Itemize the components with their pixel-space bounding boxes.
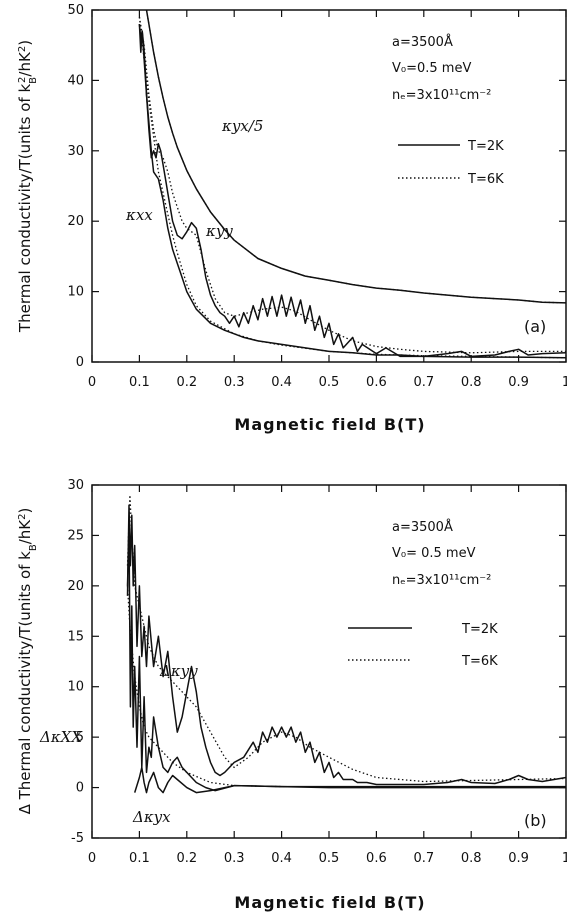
a-ytick-label: 0 xyxy=(76,355,84,370)
panel-b-x-axis-label: Magnetic field B(T) xyxy=(234,893,425,912)
a-series-kyy_2K xyxy=(138,24,567,358)
panel-a-param-lattice: a=3500Å xyxy=(392,34,453,50)
panel-b-param-potential: V₀= 0.5 meV xyxy=(392,546,476,561)
b-series-dkyy_2K xyxy=(126,504,567,786)
b-ytick-label: -5 xyxy=(71,831,84,846)
a-ytick-label: 40 xyxy=(67,73,84,88)
a-ytick-label: 20 xyxy=(67,214,84,229)
panel-b-label-dkyy: Δκyy xyxy=(159,662,198,680)
b-ytick-label: 15 xyxy=(67,629,84,644)
b-xtick-label: 0.4 xyxy=(271,851,292,866)
b-xtick-label: 0.9 xyxy=(508,851,529,866)
b-ytick-label: 20 xyxy=(67,579,84,594)
a-xtick-label: 0.7 xyxy=(413,375,434,390)
a-xtick-label: 0 xyxy=(88,375,96,390)
panel-b-y-axis-label: Δ Thermal conductivity/T(units of kB/hK2… xyxy=(16,508,39,815)
a-series-kyx5 xyxy=(145,9,567,304)
b-series-dkxx_2K xyxy=(126,524,566,792)
panel-a: 0 10 20 30 40 50 0 0.1 0.2 0.3 0.4 0.5 0.6 0.7 0.8 0.9… xyxy=(16,3,567,434)
b-xtick-label: 0.1 xyxy=(129,851,150,866)
panel-b-param-density: nₑ=3x10¹¹cm⁻² xyxy=(392,573,491,588)
a-xtick-label: 0.3 xyxy=(224,375,245,390)
a-xtick-label: 0.8 xyxy=(461,375,482,390)
a-xtick-label: 1 xyxy=(562,375,567,390)
b-ytick-label: 30 xyxy=(67,478,84,493)
a-ytick-label: 50 xyxy=(67,3,84,18)
a-ytick-label: 30 xyxy=(67,144,84,159)
panel-b-tag: (b) xyxy=(524,811,547,830)
b-ytick-label: 10 xyxy=(67,680,84,695)
b-xtick-label: 0.5 xyxy=(319,851,340,866)
a-xtick-label: 0.5 xyxy=(319,375,340,390)
a-xtick-label: 0.9 xyxy=(508,375,529,390)
a-ytick-label: 10 xyxy=(67,285,84,300)
panel-a-x-axis-label: Magnetic field B(T) xyxy=(234,415,425,434)
a-series-kyy_6K xyxy=(138,16,566,354)
a-xtick-label: 0.4 xyxy=(271,375,292,390)
b-xtick-label: 1 xyxy=(562,851,567,866)
panel-a-legend-dotted-label: T=6K xyxy=(467,172,504,187)
b-series-dkxx_6K xyxy=(126,585,566,788)
a-series-kxx_6K xyxy=(138,16,567,359)
panel-a-label-kyy: κyy xyxy=(205,222,233,240)
a-xtick-label: 0.2 xyxy=(176,375,197,390)
b-ytick-label: 0 xyxy=(76,781,84,796)
b-ytick-label: 5 xyxy=(76,730,84,745)
panel-a-legend-solid-label: T=2K xyxy=(467,139,504,154)
panel-a-y-axis-label: Thermal conductivity/T(units of kB2/hK2) xyxy=(16,40,39,333)
panel-a-tag: (a) xyxy=(524,317,546,336)
b-xtick-label: 0.8 xyxy=(461,851,482,866)
a-series-kxx_2K xyxy=(138,24,567,359)
panel-b-legend-solid-label: T=2K xyxy=(461,622,498,637)
panel-b: -5 0 5 10 15 20 25 30 0 0.1 0.2 0.3 0.4 0.5 0.6 0.7 0.8… xyxy=(16,478,567,912)
a-xtick-label: 0.6 xyxy=(366,375,387,390)
panel-a-label-kxx: κxx xyxy=(125,206,153,224)
b-xtick-label: 0.7 xyxy=(413,851,434,866)
b-xtick-label: 0.6 xyxy=(366,851,387,866)
b-xtick-label: 0.2 xyxy=(176,851,197,866)
panel-a-param-potential: V₀=0.5 meV xyxy=(392,61,471,76)
b-xtick-label: 0.3 xyxy=(224,851,245,866)
panel-b-legend-dotted-label: T=6K xyxy=(461,654,498,669)
b-xtick-label: 0 xyxy=(88,851,96,866)
panel-b-param-lattice: a=3500Å xyxy=(392,519,453,535)
panel-a-label-kyx: κyx/5 xyxy=(221,117,263,135)
a-series-kyx5_6K xyxy=(145,9,567,304)
panel-b-label-dkyx: Δκyx xyxy=(132,808,171,826)
panel-b-label-dkxx: ΔκXX xyxy=(39,728,83,746)
a-xtick-label: 0.1 xyxy=(129,375,150,390)
b-series-dkyy_6K xyxy=(126,494,567,783)
b-series-dkyx_2K xyxy=(133,766,566,794)
b-ytick-label: 25 xyxy=(67,528,84,543)
panel-a-param-density: nₑ=3x10¹¹cm⁻² xyxy=(392,88,491,103)
